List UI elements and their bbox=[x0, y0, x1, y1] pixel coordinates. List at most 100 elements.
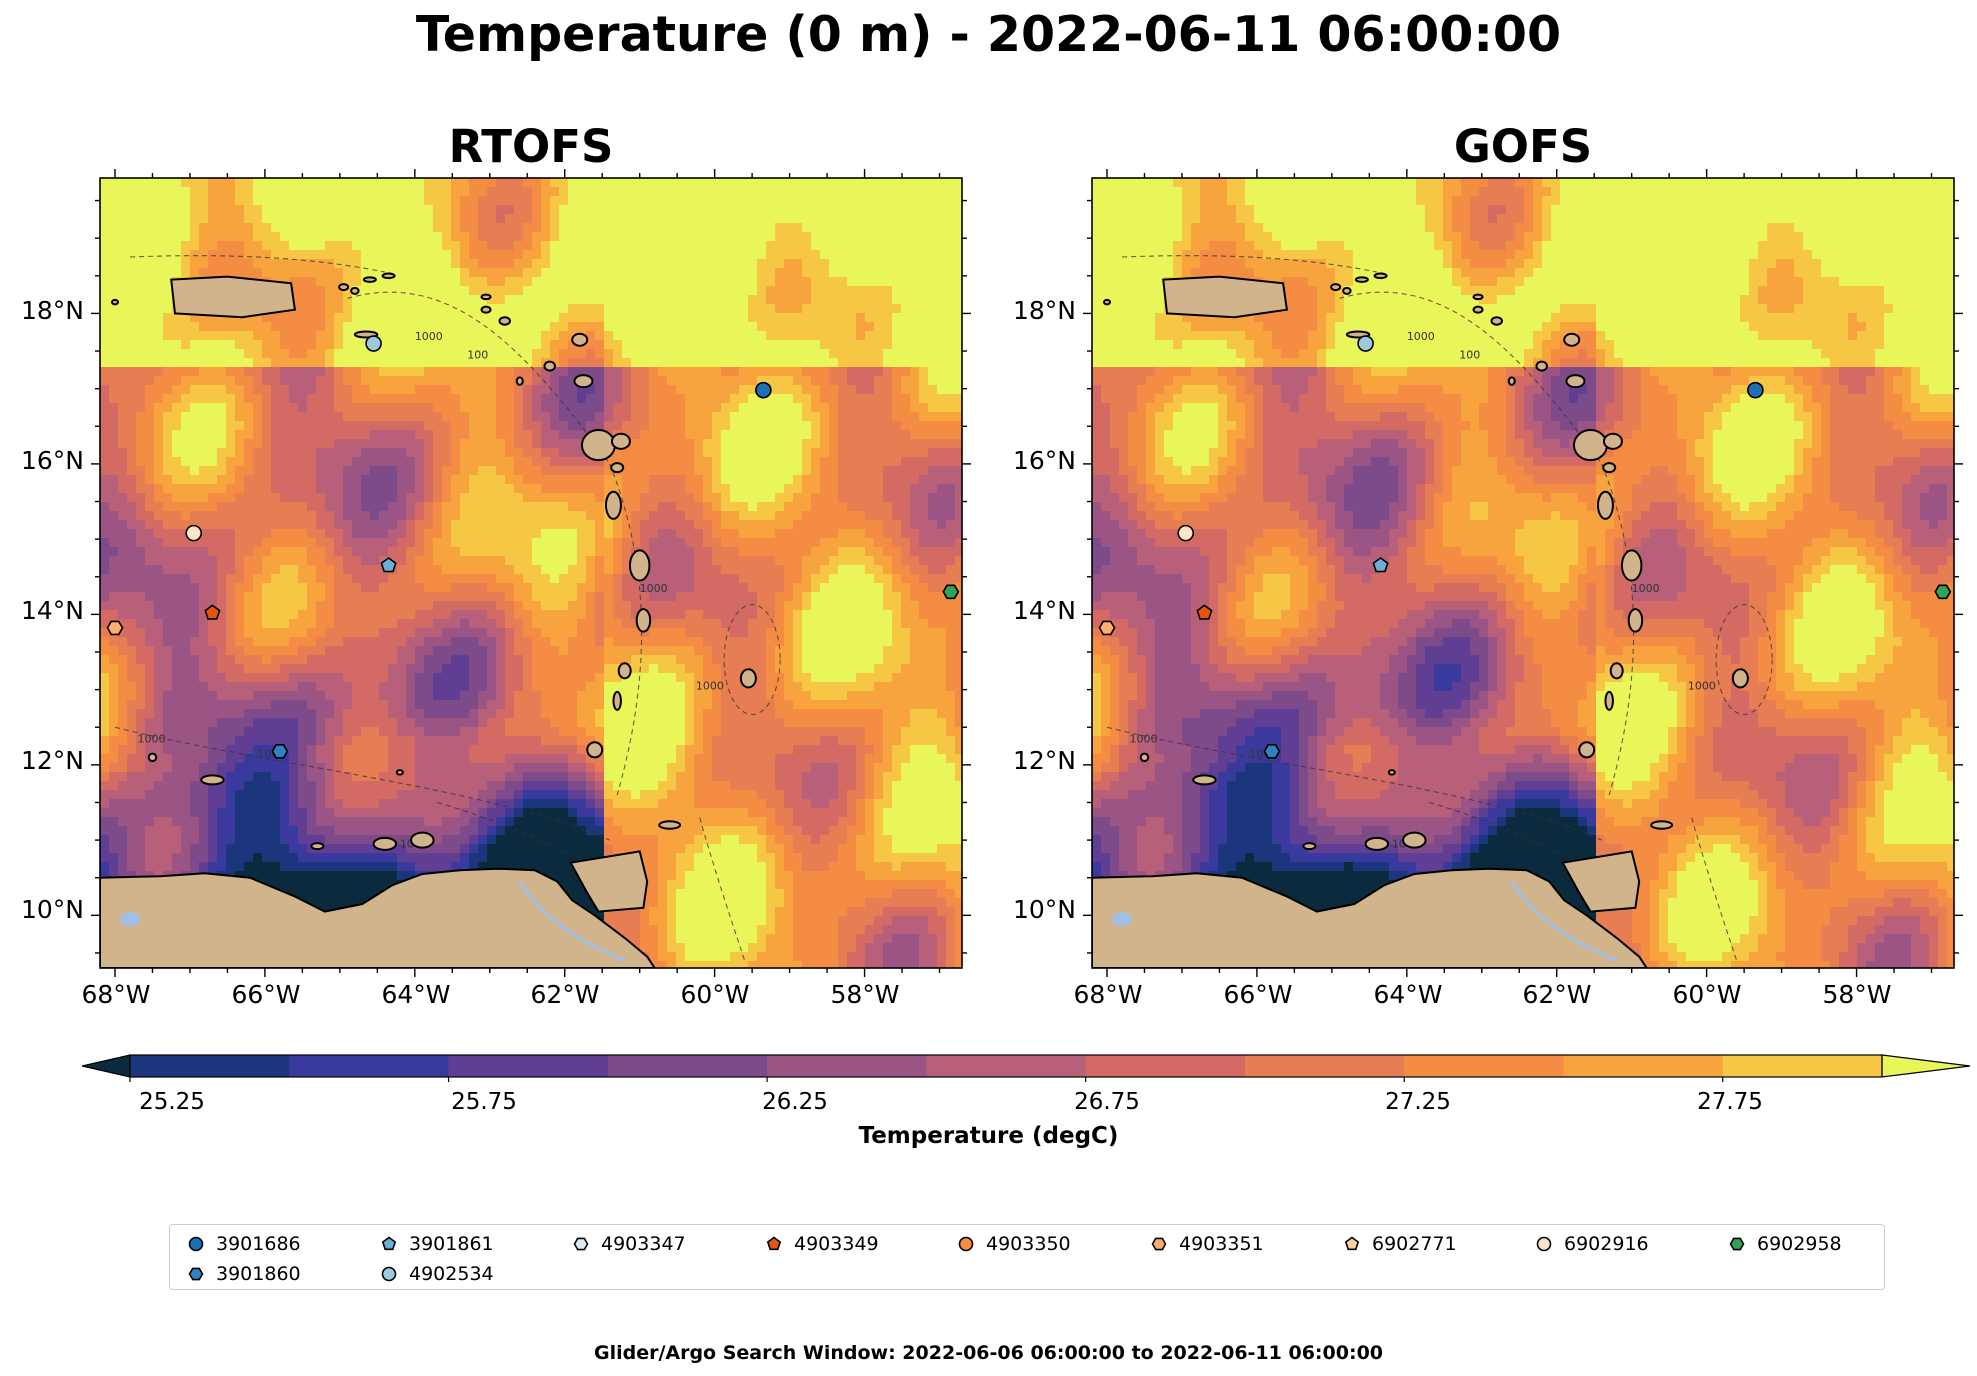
legend-marker-4903347 bbox=[573, 1237, 589, 1251]
lon-label-58w: 58°W bbox=[830, 980, 900, 1009]
contour-label: 1000 bbox=[1632, 582, 1660, 595]
colorbar-extend-high bbox=[1881, 1054, 1971, 1078]
colorbar-tick: 27.25 bbox=[1385, 1089, 1451, 1115]
float-legend: 3901686 3901861 4903347 4903349 4903350 49033… bbox=[169, 1224, 1885, 1290]
float-marker-6902916 bbox=[185, 524, 202, 542]
puerto-rico bbox=[1162, 275, 1289, 319]
lat-label-12n: 12°N bbox=[20, 746, 84, 775]
axis-ticks bbox=[1083, 169, 1963, 977]
float-marker-6902916 bbox=[1177, 524, 1194, 542]
colorbar-tick: 25.25 bbox=[139, 1089, 205, 1115]
legend-item-4902534: 4902534 bbox=[379, 1263, 494, 1285]
legend-label: 4903347 bbox=[601, 1233, 686, 1255]
contour-label: 1000 bbox=[137, 732, 165, 745]
float-marker-4903349 bbox=[1196, 604, 1213, 620]
legend-item-6902771: 6902771 bbox=[1342, 1233, 1457, 1255]
legend-marker-3901860 bbox=[188, 1267, 204, 1281]
lat-label-12n: 12°N bbox=[1012, 746, 1076, 775]
lakes-rivers bbox=[1111, 880, 1618, 962]
colorbar-tick: 25.75 bbox=[451, 1089, 517, 1115]
lon-label-66w: 66°W bbox=[231, 980, 301, 1009]
south-america-coast bbox=[1092, 867, 1648, 968]
float-marker-3901860 bbox=[1263, 743, 1281, 759]
colorbar-segment bbox=[448, 1055, 609, 1077]
legend-marker-6902771 bbox=[1344, 1236, 1360, 1251]
panel-title-rtofs: RTOFS bbox=[448, 120, 614, 173]
float-marker-3901861 bbox=[1372, 557, 1389, 573]
lat-label-14n: 14°N bbox=[1012, 596, 1076, 625]
land-masses bbox=[1092, 272, 1749, 968]
map-panel-gofs: 100010001000100010001000100 bbox=[1083, 169, 1963, 977]
legend-marker-6902958 bbox=[1729, 1237, 1745, 1251]
lat-label-16n: 16°N bbox=[20, 446, 84, 475]
legend-label: 4903350 bbox=[986, 1233, 1071, 1255]
legend-label: 4902534 bbox=[409, 1263, 494, 1285]
colorbar-segment bbox=[1244, 1055, 1405, 1077]
map-frame bbox=[99, 177, 963, 969]
legend-item-4903350: 4903350 bbox=[956, 1233, 1071, 1255]
float-marker-3901686 bbox=[1747, 381, 1764, 399]
legend-item-4903349: 4903349 bbox=[764, 1233, 879, 1255]
contour-label: 1000 bbox=[1407, 330, 1435, 343]
lon-label-62w: 62°W bbox=[530, 980, 600, 1009]
lat-label-18n: 18°N bbox=[20, 296, 84, 325]
legend-label: 6902771 bbox=[1372, 1233, 1457, 1255]
panel-title-gofs: GOFS bbox=[1453, 120, 1593, 173]
colorbar-segment bbox=[767, 1055, 927, 1077]
legend-label: 3901861 bbox=[409, 1233, 494, 1255]
bathymetry-contours bbox=[114, 255, 781, 961]
lon-label-68w: 68°W bbox=[81, 980, 151, 1009]
lon-label-60w: 60°W bbox=[1672, 980, 1742, 1009]
colorbar-tick: 26.75 bbox=[1074, 1089, 1140, 1115]
contour-label: 100 bbox=[467, 349, 488, 362]
figure-title: Temperature (0 m) - 2022-06-11 06:00:00 bbox=[415, 6, 1562, 63]
float-marker-3901686 bbox=[755, 381, 772, 399]
south-america-coast bbox=[100, 867, 656, 968]
legend-label: 4903351 bbox=[1179, 1233, 1264, 1255]
legend-marker-3901861 bbox=[381, 1236, 397, 1251]
lon-label-58w: 58°W bbox=[1822, 980, 1892, 1009]
axis-ticks bbox=[91, 169, 971, 977]
legend-marker-4902534 bbox=[381, 1266, 397, 1282]
lat-label-10n: 10°N bbox=[20, 895, 84, 924]
contour-label: 1000 bbox=[1129, 732, 1157, 745]
puerto-rico bbox=[170, 275, 297, 319]
lon-label-62w: 62°W bbox=[1522, 980, 1592, 1009]
legend-item-3901860: 3901860 bbox=[186, 1263, 301, 1285]
colorbar-label: Temperature (degC) bbox=[858, 1123, 1119, 1149]
contour-label: 1000 bbox=[696, 680, 724, 693]
lat-label-14n: 14°N bbox=[20, 596, 84, 625]
lat-label-16n: 16°N bbox=[1012, 446, 1076, 475]
legend-marker-3901686 bbox=[188, 1236, 204, 1252]
float-marker-4903349 bbox=[204, 604, 221, 620]
legend-marker-4903351 bbox=[1151, 1237, 1167, 1251]
colorbar-tick: 26.25 bbox=[762, 1089, 828, 1115]
float-marker-6902958 bbox=[942, 584, 960, 600]
lat-label-10n: 10°N bbox=[1012, 895, 1076, 924]
map-frame bbox=[1091, 177, 1955, 969]
float-marker-4902534 bbox=[365, 335, 382, 352]
colorbar-segment bbox=[1563, 1055, 1724, 1077]
trinidad bbox=[569, 850, 649, 913]
lon-label-64w: 64°W bbox=[381, 980, 451, 1009]
colorbar-segment bbox=[130, 1055, 290, 1077]
search-window-note: Glider/Argo Search Window: 2022-06-06 06… bbox=[593, 1342, 1384, 1364]
contour-label: 1000 bbox=[640, 582, 668, 595]
map-panel-rtofs: 100010001000100010001000100 bbox=[91, 169, 971, 977]
legend-label: 3901686 bbox=[216, 1233, 301, 1255]
colorbar-extend-low bbox=[82, 1054, 131, 1078]
lakes-rivers bbox=[119, 880, 626, 962]
colorbar-segment bbox=[289, 1055, 450, 1077]
legend-item-6902958: 6902958 bbox=[1727, 1233, 1842, 1255]
legend-label: 6902916 bbox=[1564, 1233, 1649, 1255]
float-marker-6902958 bbox=[1934, 584, 1952, 600]
colorbar-segment bbox=[1085, 1055, 1246, 1077]
float-marker-4902534 bbox=[1357, 335, 1374, 352]
lon-label-68w: 68°W bbox=[1073, 980, 1143, 1009]
lat-label-18n: 18°N bbox=[1012, 296, 1076, 325]
legend-label: 3901860 bbox=[216, 1263, 301, 1285]
contour-label: 1000 bbox=[415, 330, 443, 343]
legend-item-6902916: 6902916 bbox=[1534, 1233, 1649, 1255]
temperature-field: 100010001000100010001000100 bbox=[100, 178, 962, 968]
colorbar-segment bbox=[926, 1055, 1087, 1077]
